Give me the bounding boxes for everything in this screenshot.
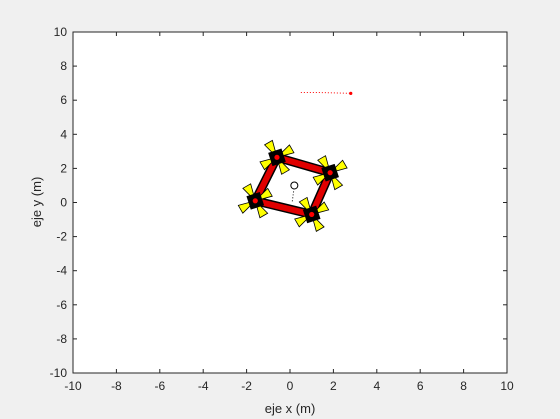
y-tick-label: -8 <box>56 332 67 346</box>
y-tick-label: 8 <box>60 59 67 73</box>
x-tick-label: -4 <box>198 379 209 393</box>
y-tick-label: -2 <box>56 230 67 244</box>
y-tick-label: 10 <box>54 25 68 39</box>
x-tick-label: -10 <box>64 379 82 393</box>
motor-hub <box>309 211 315 218</box>
target-point <box>349 91 353 95</box>
rotor <box>259 139 295 175</box>
frame-arm <box>273 154 334 176</box>
x-tick-label: 0 <box>287 379 294 393</box>
rotor <box>312 155 348 191</box>
motor-hub <box>252 198 258 204</box>
rotor <box>237 183 273 219</box>
x-tick-label: -8 <box>111 379 122 393</box>
frame-arm <box>252 197 315 218</box>
x-tick-label: 8 <box>460 379 467 393</box>
x-tick-label: -6 <box>154 379 165 393</box>
x-tick-label: 10 <box>500 379 514 393</box>
ticks: -10 -8 -6 -4 -2 0 2 4 6 8 10 -10 -8 -6 -4 -2 0 2 4 6 8 10 <box>50 25 514 393</box>
y-tick-label: -4 <box>56 264 67 278</box>
plot-area <box>237 91 353 233</box>
x-axis-label: eje x (m) <box>265 401 316 416</box>
y-tick-label: -10 <box>50 366 68 380</box>
axes-background <box>73 32 507 373</box>
rotor <box>294 196 330 233</box>
y-axis-label: eje y (m) <box>29 177 44 228</box>
y-tick-label: 6 <box>60 93 67 107</box>
center-marker <box>290 181 299 190</box>
y-tick-label: -6 <box>56 298 67 312</box>
motor-hub <box>327 170 333 176</box>
axes-box <box>72 31 508 374</box>
x-tick-label: -2 <box>241 379 252 393</box>
x-tick-label: 2 <box>330 379 337 393</box>
x-tick-label: 4 <box>373 379 380 393</box>
quadcopter <box>237 139 348 233</box>
y-tick-label: 4 <box>60 127 67 141</box>
motor-hub <box>274 154 280 160</box>
y-tick-label: 0 <box>60 196 67 210</box>
x-tick-label: 6 <box>417 379 424 393</box>
y-tick-label: 2 <box>60 161 67 175</box>
